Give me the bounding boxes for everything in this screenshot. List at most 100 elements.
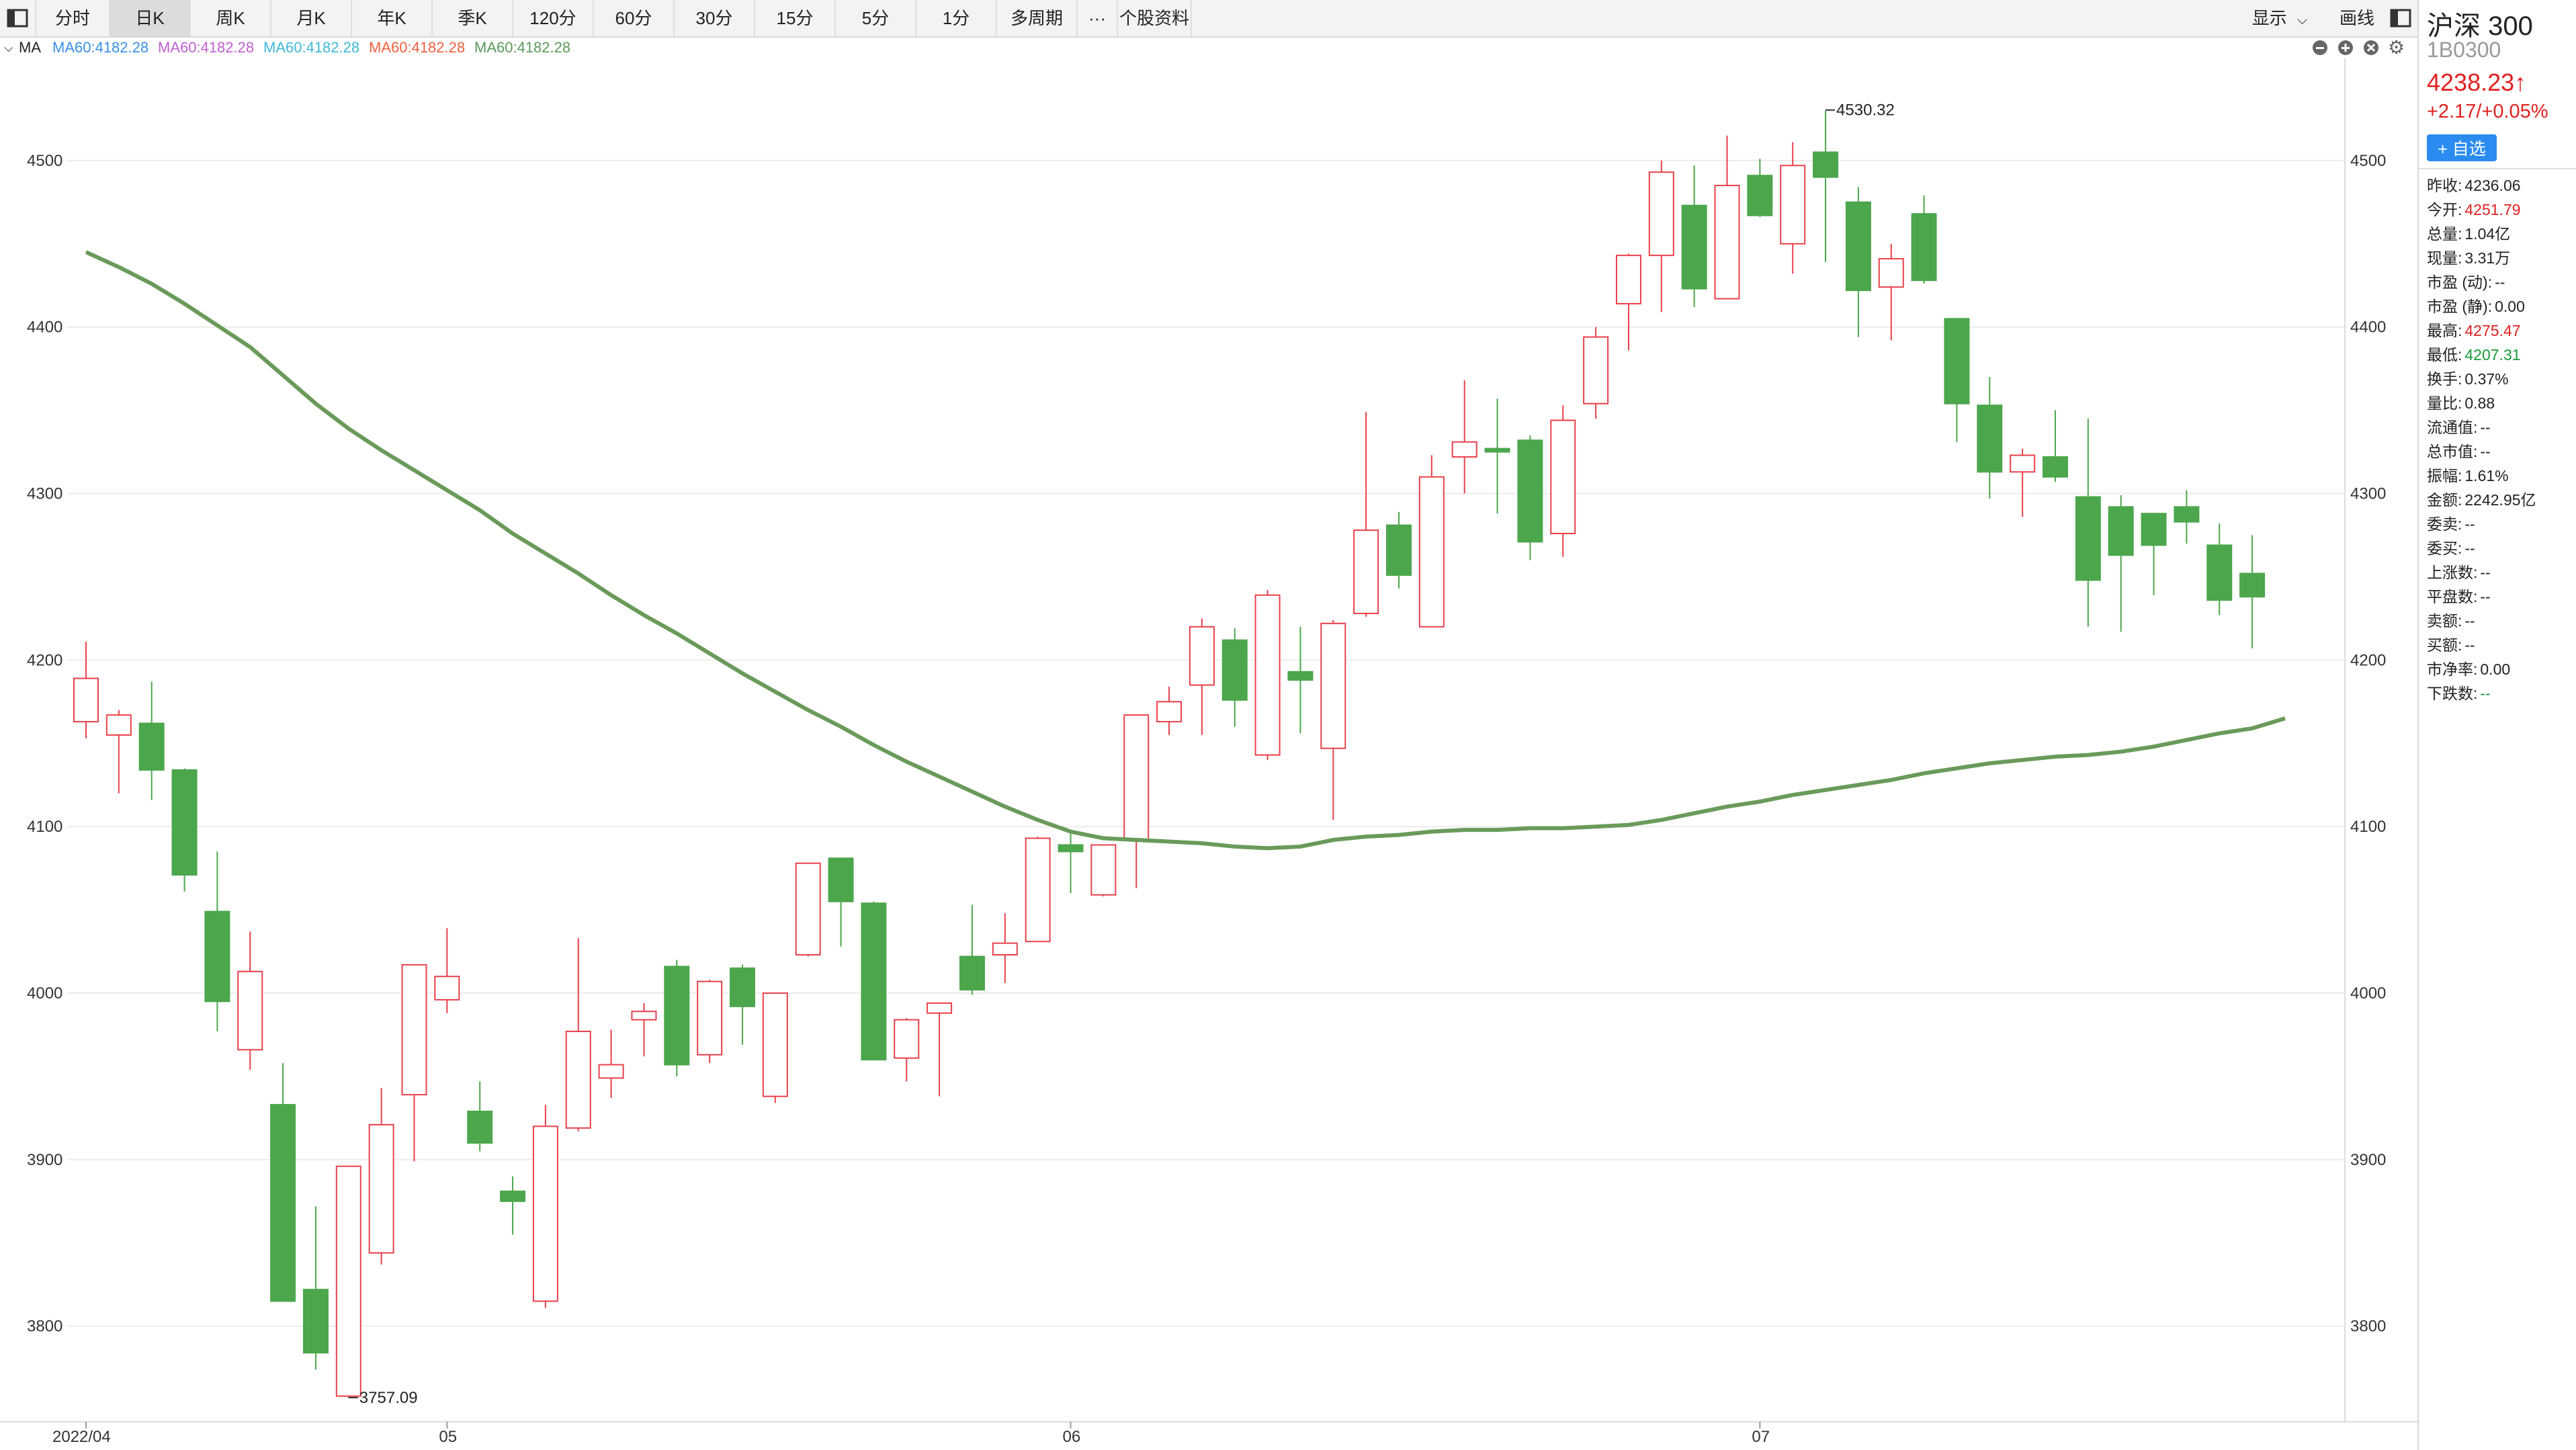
- stat-value: --: [2464, 612, 2475, 630]
- candle-body: [565, 1031, 591, 1129]
- stat-row: 现量: 3.31万: [2427, 246, 2575, 270]
- candle-body: [138, 722, 165, 771]
- candle-body: [992, 942, 1018, 956]
- candle-60: [2043, 410, 2068, 482]
- candle-31: [1090, 844, 1117, 897]
- candle-body: [1583, 336, 1609, 404]
- candle-3: [171, 768, 198, 892]
- candle-body: [204, 910, 230, 1003]
- candle-body: [1254, 594, 1281, 756]
- stat-key: 量比:: [2427, 394, 2462, 412]
- gear-icon[interactable]: ⚙: [2388, 37, 2405, 58]
- panel-toggle-button[interactable]: [2384, 0, 2417, 36]
- candle-body: [1156, 701, 1183, 723]
- candle-21: [762, 992, 788, 1103]
- y-tick-label-right: 3900: [2350, 1151, 2386, 1169]
- stat-key: 金额:: [2427, 491, 2462, 509]
- stat-key: 现量:: [2427, 249, 2462, 267]
- y-tick-label-right: 4400: [2350, 318, 2386, 337]
- candle-body: [335, 1165, 361, 1397]
- ma60-line: [85, 250, 2286, 851]
- stat-value: --: [2464, 515, 2475, 533]
- tab-8[interactable]: 30分: [675, 0, 755, 36]
- annotation-label: 3757.09: [359, 1389, 418, 1407]
- stat-row: 下跌数: --: [2427, 681, 2575, 706]
- candle-24: [861, 901, 887, 1061]
- draw-label: 画线: [2339, 8, 2374, 28]
- candle-0: [73, 642, 99, 738]
- tab-0[interactable]: 分时: [36, 0, 110, 36]
- candle-58: [1977, 377, 2003, 499]
- candle-body: [434, 976, 460, 1000]
- candle-7: [302, 1206, 329, 1370]
- candle-12: [467, 1081, 493, 1152]
- stock-price: 4238.23↑: [2427, 69, 2527, 96]
- y-tick-label-left: 4000: [27, 984, 62, 1003]
- stat-row: 最高: 4275.47: [2427, 318, 2575, 343]
- stock-code: 1B0300: [2427, 38, 2501, 62]
- stat-value: 0.88: [2464, 394, 2495, 412]
- tab-2[interactable]: 周K: [191, 0, 271, 36]
- tab-4[interactable]: 年K: [352, 0, 433, 36]
- candle-body: [1386, 524, 1412, 576]
- stat-row: 市盈 (静): 0.00: [2427, 294, 2575, 318]
- tab-9[interactable]: 15分: [755, 0, 836, 36]
- tab-12[interactable]: 多周期: [997, 0, 1078, 36]
- ma-label[interactable]: MA: [19, 39, 41, 56]
- stat-value: --: [2495, 273, 2505, 291]
- candlestick-chart[interactable]: 3800 3800 3900 3900 4000 4000 4100 4100 4200 4200…: [0, 58, 2417, 1450]
- candle-48: [1648, 160, 1674, 312]
- stock-change: +2.17/+0.05%: [2427, 101, 2548, 122]
- candle-body: [1418, 476, 1445, 628]
- tab-1[interactable]: 日K: [110, 0, 191, 36]
- stat-value: 0.00: [2480, 660, 2511, 678]
- candle-38: [1320, 620, 1346, 820]
- zoom-out-icon[interactable]: [2311, 38, 2329, 62]
- ma-legend-item: MA60:4182.28: [474, 39, 571, 56]
- candle-body: [762, 992, 788, 1097]
- stat-row: 卖额: --: [2427, 609, 2575, 633]
- candle-body: [2108, 506, 2134, 556]
- add-watchlist-button[interactable]: + 自选: [2427, 134, 2497, 161]
- candle-body: [1615, 255, 1641, 305]
- candle-body: [1878, 258, 1904, 288]
- stat-row: 市盈 (动): --: [2427, 270, 2575, 294]
- candle-body: [105, 714, 132, 736]
- stat-key: 平盘数:: [2427, 588, 2478, 605]
- candle-body: [237, 970, 263, 1051]
- tab-6[interactable]: 120分: [513, 0, 594, 36]
- stat-key: 市盈 (动):: [2427, 273, 2493, 291]
- stat-key: 流通值:: [2427, 419, 2478, 436]
- tab-13[interactable]: ···: [1078, 0, 1118, 36]
- stat-row: 平盘数: --: [2427, 585, 2575, 609]
- candle-29: [1025, 837, 1051, 943]
- candle-10: [401, 964, 427, 1162]
- candle-body: [795, 862, 821, 956]
- stat-key: 卖额:: [2427, 612, 2462, 630]
- tab-14[interactable]: 个股资料: [1118, 0, 1192, 36]
- tab-7[interactable]: 60分: [594, 0, 675, 36]
- candle-8: [335, 1165, 361, 1398]
- candle-32: [1123, 714, 1150, 888]
- draw-line-button[interactable]: 画线: [2330, 0, 2384, 36]
- display-menu-button[interactable]: 显示 ⌵: [2229, 0, 2330, 36]
- candle-36: [1254, 590, 1281, 761]
- candle-body: [697, 980, 723, 1056]
- close-icon[interactable]: [2362, 38, 2380, 62]
- candle-body: [1090, 844, 1117, 896]
- stat-key: 昨收:: [2427, 177, 2462, 194]
- ma-collapse-icon[interactable]: ⌵: [4, 41, 13, 54]
- stat-key: 总量:: [2427, 225, 2462, 243]
- stat-row: 总市值: --: [2427, 439, 2575, 464]
- candle-26: [927, 1002, 953, 1097]
- tab-11[interactable]: 1分: [916, 0, 997, 36]
- tab-10[interactable]: 5分: [836, 0, 916, 36]
- zoom-in-icon[interactable]: [2337, 38, 2354, 62]
- panel-divider: [2419, 168, 2576, 169]
- candle-19: [697, 980, 723, 1064]
- candle-body: [1123, 714, 1150, 841]
- sidebar-toggle-button[interactable]: [0, 0, 36, 36]
- candle-body: [1353, 529, 1379, 614]
- tab-5[interactable]: 季K: [433, 0, 513, 36]
- tab-3[interactable]: 月K: [271, 0, 352, 36]
